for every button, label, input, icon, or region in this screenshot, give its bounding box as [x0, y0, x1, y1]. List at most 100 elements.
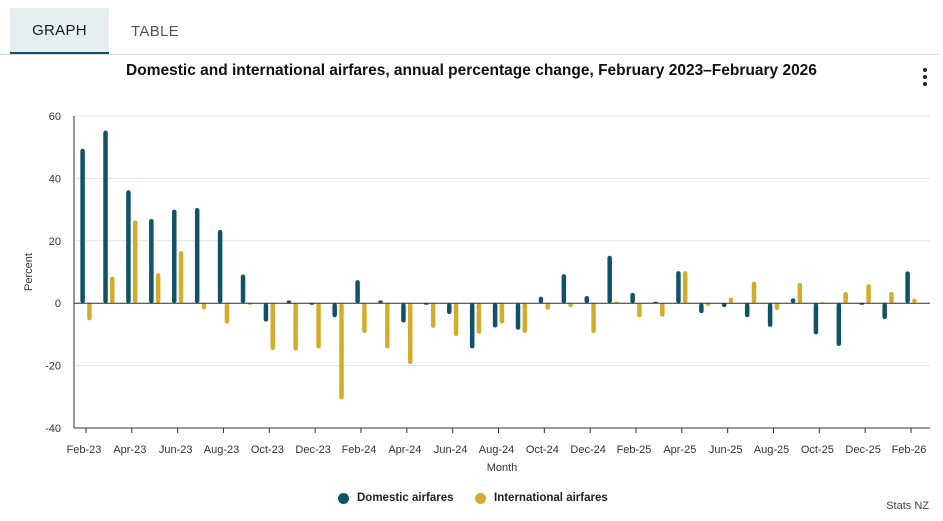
bar-domestic: [263, 303, 269, 322]
bar-domestic: [401, 303, 406, 323]
x-tick-label: Apr-24: [388, 444, 421, 456]
x-tick-label: Feb-25: [617, 444, 652, 456]
chart-title: Domestic and international airfares, ann…: [126, 62, 817, 79]
x-tick-label: Dec-24: [570, 444, 605, 456]
bar-international: [224, 303, 230, 324]
bar-domestic: [836, 303, 842, 346]
bar-international: [339, 303, 344, 400]
bar-domestic: [80, 148, 85, 304]
bar-international: [682, 271, 688, 304]
legend-dot-domestic: [338, 492, 349, 504]
view-tabs: GRAPH TABLE: [0, 0, 940, 55]
bar-domestic: [172, 209, 177, 304]
bar-international: [499, 303, 505, 324]
bar-international: [889, 291, 894, 304]
bar-international: [797, 282, 803, 304]
x-tick-label: Jun-23: [159, 444, 193, 456]
x-tick-label: Feb-26: [892, 444, 927, 456]
y-tick-label: 20: [49, 236, 61, 248]
bar-international: [293, 303, 298, 351]
bar-domestic: [584, 296, 590, 304]
bar-domestic: [882, 303, 887, 320]
bar-domestic: [469, 303, 475, 349]
bar-domestic: [767, 303, 773, 327]
bar-international: [407, 303, 413, 365]
bar-domestic: [378, 300, 383, 304]
y-tick-label: 40: [49, 173, 61, 185]
x-tick-label: Oct-23: [251, 444, 284, 456]
bar-domestic: [561, 274, 567, 304]
bar-international: [178, 251, 184, 304]
bar-domestic: [538, 296, 544, 304]
bar-international: [774, 303, 780, 311]
bar-international: [728, 297, 734, 304]
y-tick-label: -20: [45, 361, 61, 373]
x-tick-label: Aug-23: [204, 444, 239, 456]
bar-international: [270, 303, 275, 350]
bar-international: [637, 303, 642, 318]
x-tick-label: Oct-25: [801, 444, 834, 456]
legend-item-domestic[interactable]: Domestic airfares: [338, 492, 454, 504]
bar-domestic: [676, 271, 681, 304]
bar-domestic: [355, 280, 360, 304]
bar-international: [866, 284, 871, 304]
tab-graph[interactable]: GRAPH: [10, 8, 109, 54]
x-tick-label: Jun-24: [434, 444, 468, 456]
bar-domestic: [492, 303, 498, 328]
legend-dot-international: [475, 492, 486, 504]
bar-domestic: [722, 303, 727, 307]
bar-domestic: [744, 303, 750, 318]
x-tick-label: Dec-23: [295, 444, 330, 456]
bar-domestic: [194, 208, 200, 304]
x-axis-title: Month: [487, 462, 518, 474]
bar-international: [385, 303, 390, 349]
bar-international: [751, 281, 757, 304]
bar-international: [316, 303, 321, 349]
y-tick-label: 60: [49, 111, 61, 123]
bar-domestic: [607, 255, 612, 304]
legend-label-international: International airfares: [494, 492, 608, 504]
bar-domestic: [905, 271, 910, 304]
bar-domestic: [126, 190, 131, 304]
x-tick-label: Aug-24: [479, 444, 514, 456]
bar-international: [201, 303, 207, 310]
x-tick-label: Apr-23: [113, 444, 146, 456]
bar-international: [660, 303, 665, 317]
legend-label-domestic: Domestic airfares: [357, 492, 454, 504]
bar-domestic: [790, 298, 796, 304]
y-tick-label: -40: [45, 423, 61, 435]
bar-domestic: [286, 300, 292, 304]
bar-domestic: [699, 303, 704, 314]
bar-international: [453, 303, 459, 336]
x-tick-label: Jun-25: [709, 444, 743, 456]
tab-table[interactable]: TABLE: [131, 22, 179, 40]
bar-international: [705, 303, 711, 306]
bar-international: [522, 303, 528, 333]
bar-domestic: [240, 274, 246, 304]
bar-domestic: [515, 303, 521, 330]
y-axis-title: Percent: [23, 253, 35, 291]
bar-international: [843, 291, 848, 304]
bar-domestic: [813, 303, 819, 335]
kebab-menu-icon[interactable]: [918, 66, 932, 88]
bar-international: [568, 303, 573, 307]
bar-international: [912, 298, 917, 304]
y-tick-label: 0: [55, 298, 61, 310]
bar-international: [132, 220, 138, 304]
bar-domestic: [149, 218, 154, 304]
x-tick-label: Feb-23: [67, 444, 102, 456]
bar-international: [87, 303, 92, 321]
bar-international: [476, 303, 482, 334]
bar-international: [155, 273, 161, 304]
bar-international: [362, 303, 367, 333]
x-tick-label: Feb-24: [342, 444, 377, 456]
legend-item-international[interactable]: International airfares: [475, 492, 608, 504]
x-tick-label: Oct-24: [526, 444, 559, 456]
bar-domestic: [630, 292, 635, 304]
chart-legend: Domestic airfares International airfares: [0, 492, 943, 510]
source-credit: Stats NZ: [886, 500, 929, 512]
x-tick-label: Apr-25: [663, 444, 696, 456]
bar-domestic: [217, 229, 223, 304]
bar-domestic: [332, 303, 337, 318]
